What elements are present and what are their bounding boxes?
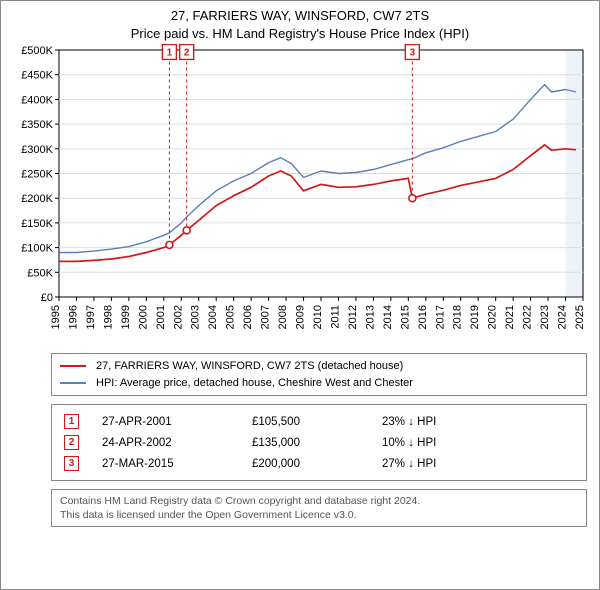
transactions-table: 1 27-APR-2001£105,50023% ↓ HPI 2 24-APR-200… xyxy=(51,404,587,481)
y-tick-label: £100K xyxy=(21,243,53,255)
y-tick-label: £350K xyxy=(21,119,53,131)
x-tick-label: 2017 xyxy=(434,305,446,329)
x-tick-label: 2015 xyxy=(399,305,411,329)
footer-line: This data is licensed under the Open Gov… xyxy=(60,508,578,522)
x-tick-label: 2003 xyxy=(190,305,202,329)
title-line-1: 27, FARRIERS WAY, WINSFORD, CW7 2TS xyxy=(9,7,591,25)
footer-line: Contains HM Land Registry data © Crown c… xyxy=(60,494,578,508)
marker-badge: 2 xyxy=(64,435,79,450)
marker-badge: 1 xyxy=(64,414,79,429)
marker-label: 2 xyxy=(184,48,190,59)
transaction-date: 27-APR-2001 xyxy=(98,411,248,432)
y-tick-label: £200K xyxy=(21,193,53,205)
transaction-row: 2 24-APR-2002£135,00010% ↓ HPI xyxy=(60,432,578,453)
chart-area: £0 £50K £100K £150K £200K £250K £300K £350K £400… xyxy=(9,44,591,349)
x-tick-label: 1997 xyxy=(85,305,97,329)
transaction-delta: 27% ↓ HPI xyxy=(378,453,578,474)
transaction-price: £135,000 xyxy=(248,432,378,453)
x-tick-label: 2002 xyxy=(172,305,184,329)
transaction-row: 3 27-MAR-2015£200,00027% ↓ HPI xyxy=(60,453,578,474)
legend-label: HPI: Average price, detached house, Ches… xyxy=(96,375,413,392)
legend: 27, FARRIERS WAY, WINSFORD, CW7 2TS (det… xyxy=(51,353,587,396)
legend-label: 27, FARRIERS WAY, WINSFORD, CW7 2TS (det… xyxy=(96,358,403,375)
transaction-row: 1 27-APR-2001£105,50023% ↓ HPI xyxy=(60,411,578,432)
y-tick-label: £150K xyxy=(21,218,53,230)
transaction-price: £105,500 xyxy=(248,411,378,432)
y-tick-label: £300K xyxy=(21,144,53,156)
x-tick-label: 2019 xyxy=(469,305,481,329)
figure-container: 27, FARRIERS WAY, WINSFORD, CW7 2TS Pric… xyxy=(0,0,600,590)
marker-badge: 3 xyxy=(64,456,79,471)
marker-label: 1 xyxy=(167,48,173,59)
x-tick-label: 2008 xyxy=(277,305,289,329)
marker-label: 3 xyxy=(410,48,416,59)
x-tick-label: 2013 xyxy=(364,305,376,329)
legend-item: HPI: Average price, detached house, Ches… xyxy=(60,375,578,392)
transaction-price: £200,000 xyxy=(248,453,378,474)
transaction-date: 27-MAR-2015 xyxy=(98,453,248,474)
x-tick-label: 2004 xyxy=(207,305,219,329)
x-tick-label: 2025 xyxy=(574,305,586,329)
legend-swatch xyxy=(60,365,86,367)
x-tick-label: 1996 xyxy=(67,305,79,329)
x-tick-label: 2014 xyxy=(382,305,394,329)
y-tick-label: £400K xyxy=(21,94,53,106)
transaction-delta: 10% ↓ HPI xyxy=(378,432,578,453)
y-tick-label: £500K xyxy=(21,45,53,57)
chart-svg: £0 £50K £100K £150K £200K £250K £300K £350K £400… xyxy=(9,44,589,349)
x-tick-label: 2001 xyxy=(155,305,167,329)
x-tick-label: 1998 xyxy=(102,305,114,329)
x-tick-label: 1995 xyxy=(50,305,62,329)
x-tick-label: 2011 xyxy=(329,305,341,329)
series-hpi xyxy=(59,85,576,253)
x-tick-label: 2012 xyxy=(347,305,359,329)
y-tick-label: £50K xyxy=(27,267,53,279)
x-tick-label: 2018 xyxy=(452,305,464,329)
x-tick-label: 2016 xyxy=(417,305,429,329)
legend-item: 27, FARRIERS WAY, WINSFORD, CW7 2TS (det… xyxy=(60,358,578,375)
x-tick-label: 2000 xyxy=(137,305,149,329)
legend-swatch xyxy=(60,382,86,384)
x-tick-label: 2010 xyxy=(312,305,324,329)
x-tick-label: 2005 xyxy=(225,305,237,329)
x-tick-label: 2006 xyxy=(242,305,254,329)
x-tick-label: 1999 xyxy=(120,305,132,329)
transaction-date: 24-APR-2002 xyxy=(98,432,248,453)
footer-attribution: Contains HM Land Registry data © Crown c… xyxy=(51,489,587,527)
x-tick-label: 2009 xyxy=(295,305,307,329)
x-tick-label: 2020 xyxy=(487,305,499,329)
y-tick-label: £250K xyxy=(21,169,53,181)
x-tick-label: 2023 xyxy=(539,305,551,329)
y-tick-label: £0 xyxy=(41,292,53,304)
title-line-2: Price paid vs. HM Land Registry's House … xyxy=(9,25,591,43)
x-tick-label: 2021 xyxy=(504,305,516,329)
y-tick-label: £450K xyxy=(21,70,53,82)
title-block: 27, FARRIERS WAY, WINSFORD, CW7 2TS Pric… xyxy=(9,7,591,42)
transaction-delta: 23% ↓ HPI xyxy=(378,411,578,432)
x-tick-label: 2022 xyxy=(522,305,534,329)
x-tick-label: 2024 xyxy=(557,305,569,329)
x-tick-label: 2007 xyxy=(260,305,272,329)
